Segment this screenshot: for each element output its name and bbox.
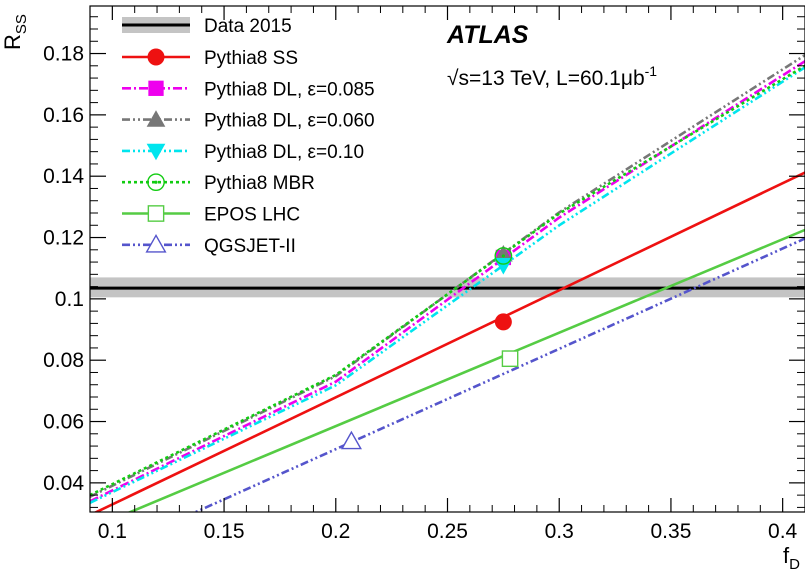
axis-layer: 0.1 0.15 0.2 0.25 0.3 0.35 0.4 0.04 0.06 0.08 0.1 0… [43,6,805,543]
legend-label-6: QGSJET-II [204,236,296,257]
legend-marker-1 [148,80,164,96]
legend-entry-data: Data 2015 [122,16,292,37]
experiment-label: ATLAS [446,21,529,49]
energy-lumi-label: √s=13 TeV, L=60.1μb-1 [447,63,657,90]
series-line-3 [90,66,805,504]
svg-text:RSS: RSS [0,14,30,50]
legend-label-5: EPOS LHC [204,205,300,226]
series-line-6 [192,237,805,512]
lumi-unit: μb [621,67,645,90]
series-line-1 [90,60,805,503]
series-layer [90,54,805,512]
legend-label-1: Pythia8 DL, ε=0.085 [204,79,375,100]
y-axis-title-subscript: SS [13,14,30,34]
legend: Data 2015 Pythia8 SS Pythia8 DL, ε=0.085 Py… [122,16,375,257]
x-tick-label: 0.3 [545,520,574,543]
legend-entry-4: Pythia8 MBR [122,173,315,194]
y-tick-label: 0.12 [43,227,84,250]
legend-label-data: Data 2015 [204,16,292,37]
legend-label-2: Pythia8 DL, ε=0.060 [204,111,375,132]
legend-entry-2: Pythia8 DL, ε=0.060 [122,110,375,132]
legend-marker-2 [146,110,166,127]
x-axis-title: fD [783,543,800,573]
y-tick-label: 0.18 [43,43,84,66]
legend-marker-6 [145,234,167,253]
series-marker-0 [494,313,512,331]
y-tick-label: 0.04 [43,472,84,495]
series-marker-4 [494,247,513,265]
series-marker-5 [501,350,519,368]
data-band-layer [90,277,805,298]
y-tick-label: 0.16 [43,104,84,127]
y-tick-label: 0.08 [43,349,84,372]
legend-label-0: Pythia8 SS [204,48,298,69]
x-tick-label: 0.1 [98,520,127,543]
series-marker-6 [340,430,362,450]
x-tick-label: 0.25 [427,520,468,543]
series-marker-2 [494,245,513,262]
legend-label-4: Pythia8 MBR [204,173,315,194]
x-tick-label: 0.35 [651,520,692,543]
legend-entry-0: Pythia8 SS [122,48,298,69]
series-line-4 [90,64,805,497]
svg-text:√s=13 TeV, L=60.1μb-1: √s=13 TeV, L=60.1μb-1 [447,63,657,90]
legend-marker-0 [147,48,165,66]
series-line-2 [90,54,805,498]
y-tick-label: 0.1 [55,288,84,311]
x-tick-label: 0.2 [321,520,350,543]
y-axis-title: RSS [0,14,30,50]
series-line-5 [127,228,805,512]
y-tick-label: 0.14 [43,165,84,188]
marker-layer [340,245,519,450]
legend-marker-5 [147,205,165,222]
x-tick-label: 0.15 [204,520,245,543]
legend-entry-3: Pythia8 DL, ε=0.10 [122,142,364,163]
x-axis-title-subscript: D [789,556,800,573]
legend-label-3: Pythia8 DL, ε=0.10 [204,142,364,163]
x-tick-label: 0.4 [768,520,798,543]
legend-marker-4 [147,173,165,192]
series-line-0 [93,171,805,512]
y-tick-label: 0.06 [43,411,84,434]
legend-marker-3 [146,143,166,161]
legend-entry-5: EPOS LHC [122,205,300,226]
legend-entry-6: QGSJET-II [122,234,296,257]
lumi-exponent: -1 [645,63,658,79]
sqrt-symbol: √ [447,67,459,90]
legend-entry-1: Pythia8 DL, ε=0.085 [122,79,375,100]
